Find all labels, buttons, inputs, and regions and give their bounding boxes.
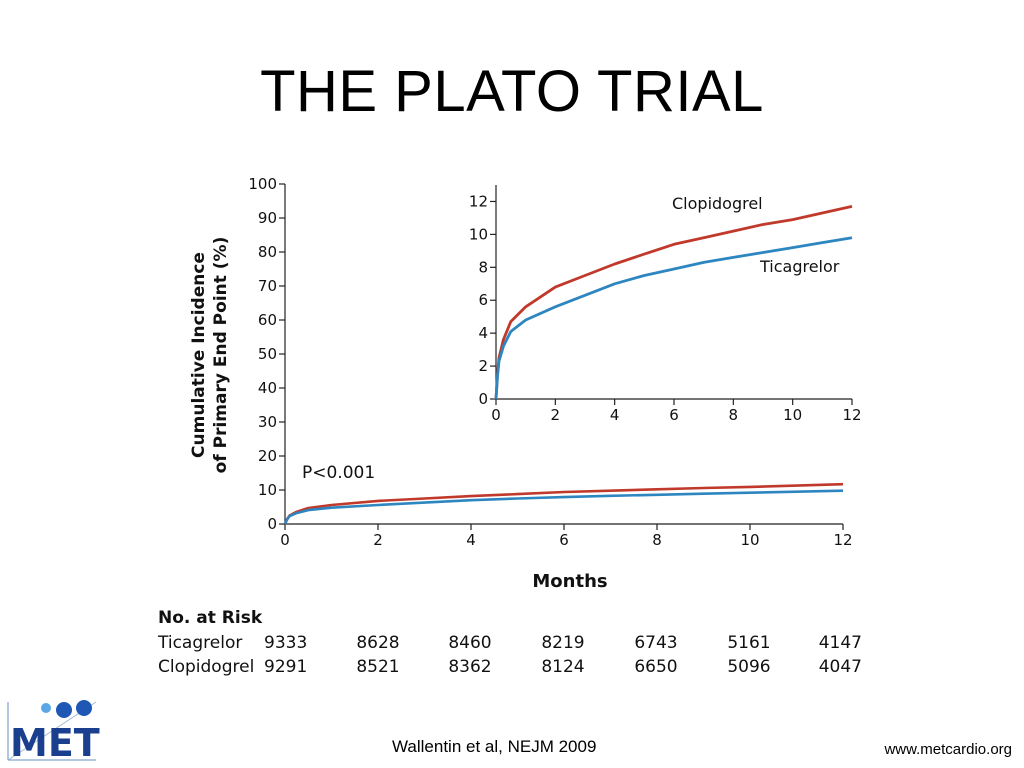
risk-table-cells: 9333 8628 8460 8219 6743 5161 4147 9291 8521 8362… (264, 633, 862, 677)
risk-cell: 8362 (448, 657, 491, 677)
main-series-clopidogrel (283, 482, 844, 525)
risk-cell: 8124 (541, 657, 584, 677)
main-y-ticks: 0 10 20 30 40 50 60 70 80 90 100 (248, 175, 285, 533)
inset-series-lines (494, 205, 853, 400)
main-ytick-label: 80 (258, 243, 277, 261)
risk-row-label-ticagrelor: Ticagrelor (157, 633, 242, 653)
inset-xtick-label: 8 (729, 406, 739, 424)
main-ytick-label: 0 (267, 515, 277, 533)
risk-cell: 8219 (541, 633, 584, 653)
inset-label-ticagrelor: Ticagrelor (759, 257, 840, 276)
inset-xtick-label: 10 (783, 406, 802, 424)
main-series-lines (283, 482, 844, 525)
inset-ytick-label: 6 (478, 291, 488, 309)
inset-series-clopidogrel (494, 205, 853, 400)
logo-dot-small (41, 703, 51, 713)
risk-cell: 8460 (448, 633, 491, 653)
logo-dot-large (76, 700, 92, 716)
main-xtick-label: 10 (740, 531, 759, 549)
logo-wordmark: MET (10, 721, 100, 764)
inset-y-ticks: 0 2 4 6 8 10 12 (469, 192, 496, 408)
y-axis-label-line2: of Primary End Point (%) (211, 237, 231, 474)
inset-panel: 0 2 4 6 8 10 12 0 2 4 6 8 10 12 Clopidogrel Ticagrel… (469, 185, 862, 424)
met-logo-graphic: MET (7, 700, 100, 764)
met-logo: MET (4, 698, 100, 764)
no-at-risk-table: No. at Risk Ticagrelor Clopidogrel 9333 8… (157, 608, 862, 677)
citation: Wallentin et al, NEJM 2009 (392, 737, 597, 756)
inset-xtick-label: 12 (842, 406, 861, 424)
risk-table-title: No. at Risk (158, 608, 263, 628)
inset-label-clopidogrel: Clopidogrel (672, 194, 763, 213)
risk-cell: 4047 (819, 657, 862, 677)
main-xtick-label: 6 (559, 531, 569, 549)
risk-cell: 8628 (356, 633, 399, 653)
main-xtick-label: 12 (833, 531, 852, 549)
main-xtick-label: 8 (652, 531, 662, 549)
inset-xtick-label: 2 (551, 406, 561, 424)
main-xtick-label: 4 (466, 531, 476, 549)
inset-series-ticagrelor (494, 236, 853, 400)
risk-cell: 4147 (819, 633, 862, 653)
x-axis-label: Months (532, 571, 607, 592)
risk-cell: 6650 (634, 657, 677, 677)
main-xtick-label: 2 (373, 531, 383, 549)
inset-ytick-label: 8 (478, 258, 488, 276)
main-series-ticagrelor (283, 489, 844, 525)
y-axis-label-line1: Cumulative Incidence (189, 252, 209, 458)
risk-cell: 6743 (634, 633, 677, 653)
risk-cell: 5096 (727, 657, 770, 677)
inset-ytick-label: 12 (469, 192, 488, 210)
inset-xtick-label: 0 (491, 406, 501, 424)
risk-cell: 9291 (264, 657, 307, 677)
inset-ytick-label: 4 (478, 324, 488, 342)
main-ytick-label: 20 (258, 447, 277, 465)
slide-title: THE PLATO TRIAL (260, 59, 764, 124)
risk-cell: 5161 (727, 633, 770, 653)
logo-dot-medium (56, 702, 72, 718)
main-ytick-label: 10 (258, 481, 277, 499)
main-ytick-label: 50 (258, 345, 277, 363)
main-ytick-label: 70 (258, 277, 277, 295)
main-ytick-label: 40 (258, 379, 277, 397)
main-ytick-label: 100 (248, 175, 277, 193)
main-ytick-label: 60 (258, 311, 277, 329)
inset-xtick-label: 6 (669, 406, 679, 424)
main-ytick-label: 90 (258, 209, 277, 227)
inset-x-ticks: 0 2 4 6 8 10 12 (491, 399, 862, 424)
inset-ytick-label: 2 (478, 357, 488, 375)
main-xtick-label: 0 (280, 531, 290, 549)
inset-ytick-label: 0 (478, 390, 488, 408)
risk-cell: 8521 (356, 657, 399, 677)
risk-row-label-clopidogrel: Clopidogrel (158, 657, 254, 677)
inset-xtick-label: 4 (610, 406, 620, 424)
inset-ytick-label: 10 (469, 225, 488, 243)
p-value-annotation: P<0.001 (302, 463, 375, 483)
site-url[interactable]: www.metcardio.org (884, 741, 1012, 758)
main-x-ticks: 0 2 4 6 8 10 12 (280, 524, 853, 549)
risk-cell: 9333 (264, 633, 307, 653)
main-ytick-label: 30 (258, 413, 277, 431)
